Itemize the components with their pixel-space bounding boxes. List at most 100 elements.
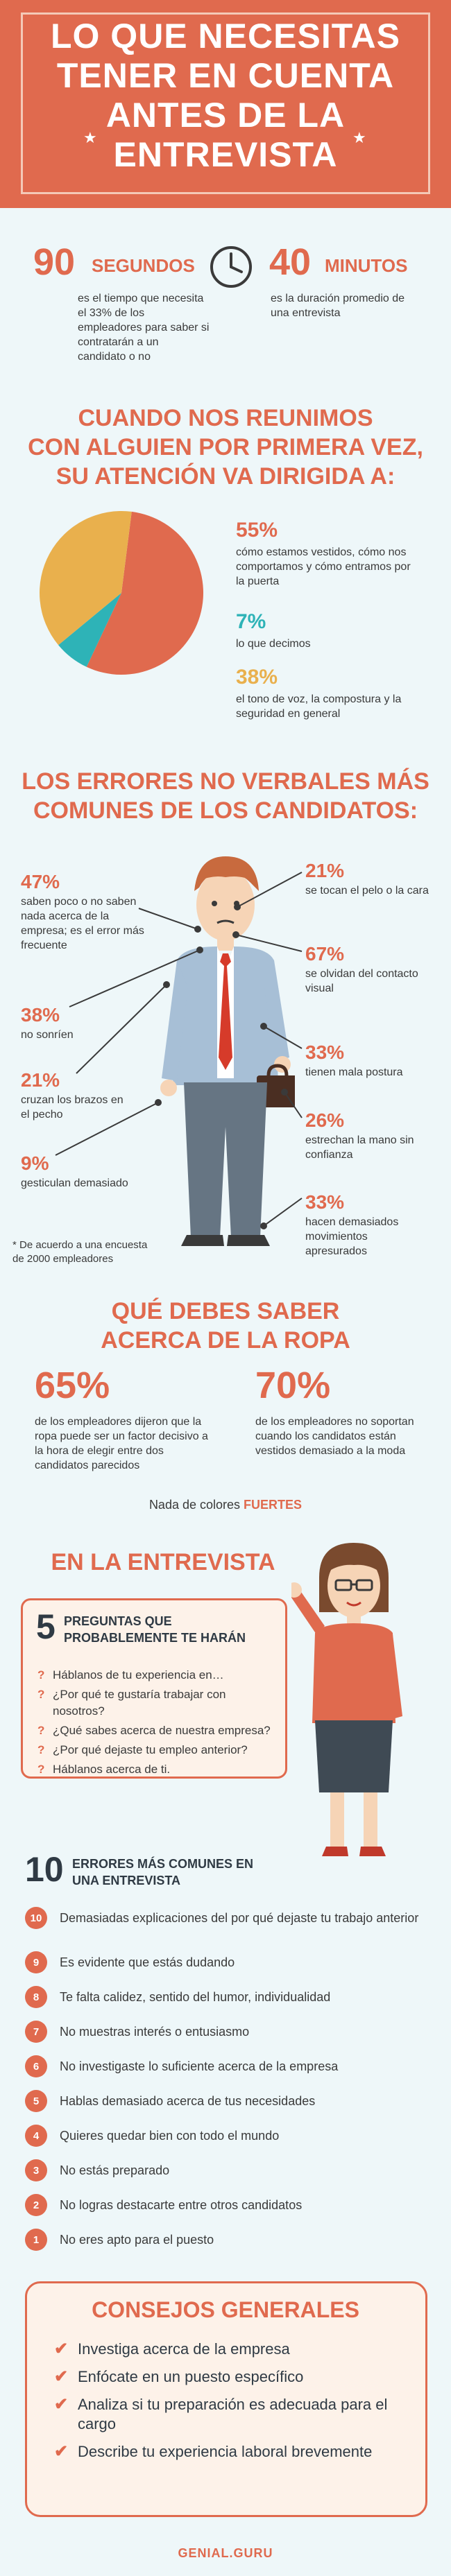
nonverbal-footnote: * De acuerdo a una encuesta de 2000 empl… bbox=[12, 1239, 148, 1265]
tip-text: Enfócate en un puesto específico bbox=[78, 2368, 304, 2385]
clothing-note-strong: FUERTES bbox=[244, 1498, 303, 1512]
list-item: ✔ Enfócate en un puesto específico bbox=[54, 2367, 415, 2387]
error-number-badge: 1 bbox=[25, 2229, 47, 2251]
nonverbal-right-desc-3: tienen mala postura bbox=[305, 1066, 403, 1078]
clothing-left-pct: 65% bbox=[35, 1365, 110, 1406]
interview-title: EN LA ENTREVISTA bbox=[51, 1549, 275, 1575]
nonverbal-right-pct-5: 33% bbox=[305, 1191, 345, 1213]
list-item: 10 Demasiadas explicaciones del por qué d… bbox=[25, 1907, 420, 1929]
error-number-badge: 9 bbox=[25, 1951, 47, 1973]
question-text: ¿Por qué te gustaría trabajar con nosotr… bbox=[53, 1688, 226, 1718]
nonverbal-right-desc-4: estrechan la mano sin confianza bbox=[305, 1134, 414, 1161]
tips-list: ✔ Investiga acerca de la empresa ✔ Enfócat… bbox=[54, 2340, 415, 2470]
stat-left-unit: SEGUNDOS bbox=[92, 255, 195, 276]
title-line-3: ANTES DE LA bbox=[105, 96, 346, 135]
stat-right-unit: MINUTOS bbox=[325, 255, 408, 276]
tip-text: Describe tu experiencia laboral brevemen… bbox=[78, 2443, 373, 2460]
question-text: Háblanos de tu experiencia en… bbox=[53, 1668, 224, 1682]
list-item: 3 No estás preparado bbox=[25, 2159, 169, 2181]
check-icon: ✔ bbox=[54, 2395, 69, 2414]
error-text: No investigaste lo suficiente acerca de … bbox=[60, 2059, 339, 2073]
errors-title-line-2: UNA ENTREVISTA bbox=[72, 1874, 181, 1887]
header-frame bbox=[21, 12, 430, 194]
nonverbal-right-desc-5: hacen demasiados movimientos apresurados bbox=[305, 1216, 399, 1257]
clothing-title-line-1: QUÉ DEBES SABER bbox=[111, 1298, 340, 1324]
nonverbal-title-line-2: COMUNES DE LOS CANDIDATOS: bbox=[33, 797, 418, 824]
stat-right-number: 40 bbox=[269, 241, 312, 283]
error-text: Quieres quedar bien con todo el mundo bbox=[60, 2129, 280, 2143]
title-line-4: ENTREVISTA bbox=[113, 135, 338, 174]
questions-box bbox=[21, 1598, 287, 1779]
error-text: Es evidente que estás dudando bbox=[60, 1955, 235, 1969]
nonverbal-left-pct-1: 47% bbox=[21, 871, 60, 892]
attention-title: CUANDO NOS REUNIMOS CON ALGUIEN POR PRIM… bbox=[0, 404, 451, 491]
list-item: 9 Es evidente que estás dudando bbox=[25, 1951, 235, 1973]
header-banner: LO QUE NECESITAS TENER EN CUENTA ANTES D… bbox=[0, 0, 451, 208]
list-item: ? ¿Qué sabes acerca de nuestra empresa? bbox=[37, 1722, 280, 1739]
list-item: 1 No eres apto para el puesto bbox=[25, 2229, 214, 2251]
nonverbal-left-desc-1: saben poco o no saben nada acerca de la … bbox=[21, 896, 144, 951]
error-number-badge: 6 bbox=[25, 2055, 47, 2077]
error-number-badge: 10 bbox=[25, 1907, 47, 1929]
question-text: Háblanos acerca de ti. bbox=[53, 1763, 171, 1776]
clothing-left-desc: de los empleadores dijeron que la ropa p… bbox=[35, 1416, 208, 1471]
clothing-right-pct: 70% bbox=[255, 1365, 331, 1406]
check-icon: ✔ bbox=[54, 2442, 69, 2461]
woman-illustration bbox=[291, 1543, 402, 1856]
nonverbal-left-pct-4: 9% bbox=[21, 1152, 49, 1174]
nonverbal-right-desc-2: se olvidan del contacto visual bbox=[305, 968, 418, 994]
check-icon: ✔ bbox=[54, 2367, 69, 2386]
list-item: ? Háblanos de tu experiencia en… bbox=[37, 1667, 280, 1684]
leader-lines bbox=[55, 872, 303, 1229]
list-item: 2 No logras destacarte entre otros candid… bbox=[25, 2194, 302, 2216]
errors-number: 10 bbox=[25, 1850, 64, 1889]
list-item: ? ¿Por qué te gustaría trabajar con nosot… bbox=[37, 1686, 280, 1720]
brand-footer: GENIAL.GURU bbox=[178, 2546, 273, 2560]
tips-title: CONSEJOS GENERALES bbox=[92, 2297, 359, 2322]
error-number-badge: 5 bbox=[25, 2090, 47, 2112]
attention-title-line-1: CUANDO NOS REUNIMOS bbox=[78, 405, 373, 431]
stat-right-desc: es la duración promedio de una entrevist… bbox=[271, 293, 405, 319]
list-item: ? ¿Por qué dejaste tu empleo anterior? bbox=[37, 1742, 280, 1758]
list-item: ✔ Investiga acerca de la empresa bbox=[54, 2340, 415, 2359]
tip-text: Investiga acerca de la empresa bbox=[78, 2340, 290, 2358]
pie-slice bbox=[58, 593, 121, 667]
error-text: Demasiadas explicaciones del por qué dej… bbox=[60, 1911, 419, 1925]
error-text: No logras destacarte entre otros candida… bbox=[60, 2198, 303, 2212]
error-text: No estás preparado bbox=[60, 2163, 170, 2177]
attention-desc-1: cómo estamos vestidos, cómo nos comporta… bbox=[236, 546, 411, 587]
list-item: 8 Te falta calidez, sentido del humor, in… bbox=[25, 1986, 330, 2008]
question-mark-icon: ? bbox=[37, 1763, 45, 1776]
tips-box bbox=[25, 2281, 427, 2517]
nonverbal-right-pct-4: 26% bbox=[305, 1109, 345, 1131]
list-item: ✔ Describe tu experiencia laboral breveme… bbox=[54, 2442, 415, 2462]
question-text: ¿Qué sabes acerca de nuestra empresa? bbox=[53, 1724, 271, 1737]
list-item: 4 Quieres quedar bien con todo el mundo bbox=[25, 2125, 279, 2147]
clothing-note-prefix: Nada de colores bbox=[148, 1498, 241, 1512]
questions-title-line-2: PROBABLEMENTE TE HARÁN bbox=[64, 1631, 246, 1645]
title-line-2: TENER EN CUENTA bbox=[56, 56, 395, 95]
list-item: 5 Hablas demasiado acerca de tus necesida… bbox=[25, 2090, 315, 2112]
tip-text: Analiza si tu preparación es adecuada pa… bbox=[78, 2396, 388, 2432]
attention-title-line-2: CON ALGUIEN POR PRIMERA VEZ, bbox=[28, 434, 423, 460]
questions-number: 5 bbox=[36, 1607, 56, 1646]
attention-title-line-3: SU ATENCIÓN VA DIRIGIDA A: bbox=[56, 463, 395, 490]
clothing-right-desc: de los empleadores no soportan cuando lo… bbox=[255, 1416, 414, 1457]
nonverbal-title-line-1: LOS ERRORES NO VERBALES MÁS bbox=[22, 768, 429, 795]
error-text: No eres apto para el puesto bbox=[60, 2233, 214, 2247]
title-line-1: LO QUE NECESITAS bbox=[50, 17, 400, 55]
nonverbal-left-pct-3: 21% bbox=[21, 1069, 60, 1091]
check-icon: ✔ bbox=[54, 2340, 69, 2358]
attention-desc-3: el tono de voz, la compostura y la segur… bbox=[236, 693, 402, 720]
list-item: 6 No investigaste lo suficiente acerca de… bbox=[25, 2055, 338, 2077]
question-mark-icon: ? bbox=[37, 1668, 45, 1682]
nonverbal-right-pct-3: 33% bbox=[305, 1041, 345, 1063]
questions-title: PREGUNTAS QUE PROBABLEMENTE TE HARÁN bbox=[64, 1613, 246, 1646]
stat-left-number: 90 bbox=[33, 241, 76, 283]
list-item: ✔ Analiza si tu preparación es adecuada p… bbox=[54, 2395, 415, 2434]
list-item: ? Háblanos acerca de ti. bbox=[37, 1761, 280, 1778]
clothing-note: Nada de colores FUERTES bbox=[0, 1498, 451, 1512]
question-mark-icon: ? bbox=[37, 1743, 45, 1756]
man-illustration bbox=[160, 856, 295, 1246]
questions-title-line-1: PREGUNTAS QUE bbox=[64, 1614, 172, 1628]
